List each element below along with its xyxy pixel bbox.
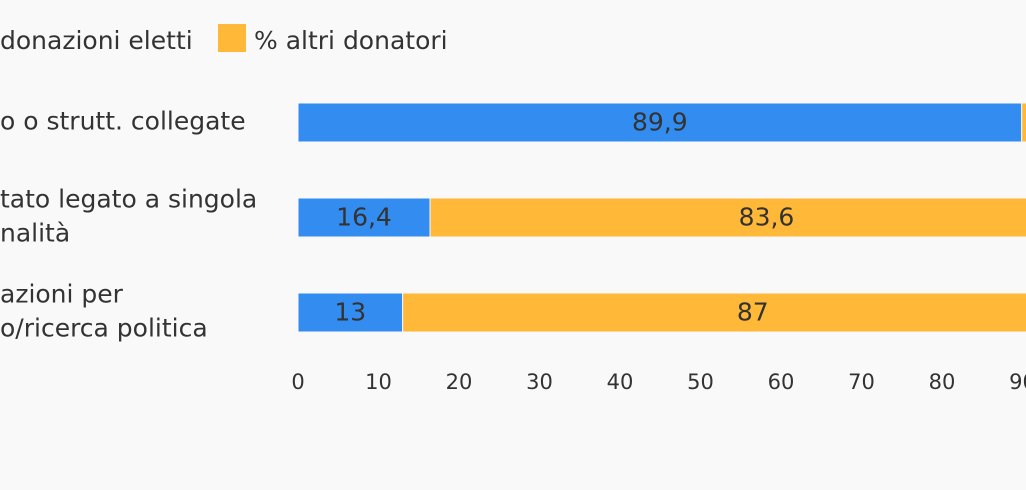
x-tick-label: 0: [291, 370, 304, 394]
x-tick-label: 70: [848, 370, 875, 394]
bar-segment: [297, 292, 404, 333]
bar-segment: [429, 197, 1026, 238]
category-label: o/ricerca politica: [0, 314, 208, 343]
value-label: 87: [737, 298, 769, 327]
bar-segment: [1021, 102, 1026, 143]
legend-label: % altri donatori: [254, 26, 448, 55]
category-label: nalità: [0, 219, 70, 248]
category-label: o o strutt. collegate: [0, 107, 246, 136]
legend-label: donazioni eletti: [0, 26, 193, 55]
bar-segment: [402, 292, 1026, 333]
x-tick-label: 10: [365, 370, 392, 394]
x-tick-label: 40: [607, 370, 634, 394]
x-tick-label: 30: [526, 370, 553, 394]
x-tick-label: 60: [768, 370, 795, 394]
category-label: tato legato a singola: [0, 185, 257, 214]
value-label: 16,4: [336, 203, 392, 232]
category-label: azioni per: [0, 280, 124, 309]
bar-segment: [297, 102, 1023, 143]
value-label: 13: [334, 298, 366, 327]
bar-segment: [297, 197, 431, 238]
x-tick-label: 50: [687, 370, 714, 394]
value-label: 83,6: [739, 203, 795, 232]
x-tick-label: 80: [929, 370, 956, 394]
legend-swatch: [218, 24, 246, 52]
x-tick-label: 90: [1009, 370, 1026, 394]
value-label: 89,9: [632, 108, 688, 137]
x-tick-label: 20: [446, 370, 473, 394]
